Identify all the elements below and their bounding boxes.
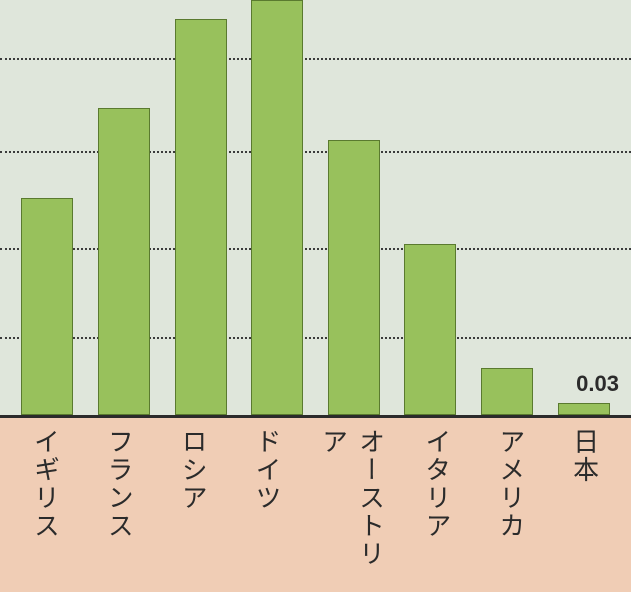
category-label: ドイツ xyxy=(249,428,286,592)
plot-area: 0.03 xyxy=(0,0,631,415)
bar-slot xyxy=(20,0,75,415)
category-label: ロシア xyxy=(175,428,212,592)
label-slot: フランス xyxy=(94,428,146,592)
bar xyxy=(481,368,533,415)
category-label: 日本 xyxy=(567,428,604,592)
label-slot: アメリカ xyxy=(485,428,537,592)
bar xyxy=(21,198,73,415)
label-slot: 日本 xyxy=(559,428,611,592)
bar xyxy=(558,403,610,415)
label-slot: ドイツ xyxy=(242,428,294,592)
category-label: イギリス xyxy=(27,428,64,592)
axis-baseline xyxy=(0,415,631,418)
chart-container: 0.03 イギリスフランスロシアドイツオーストリアイタリアアメリカ日本 xyxy=(0,0,631,592)
label-slot: イギリス xyxy=(20,428,72,592)
bar-slot xyxy=(250,0,305,415)
label-slot: ロシア xyxy=(168,428,220,592)
bar xyxy=(98,108,150,415)
bar-slot xyxy=(480,0,535,415)
category-label: アメリカ xyxy=(493,428,530,592)
bar-slot xyxy=(327,0,382,415)
bar-slot xyxy=(173,0,228,415)
bar-value-label: 0.03 xyxy=(576,371,619,397)
category-label: オーストリア xyxy=(315,428,389,592)
category-labels-area: イギリスフランスロシアドイツオーストリアイタリアアメリカ日本 xyxy=(0,428,631,592)
bar xyxy=(404,244,456,415)
category-label: イタリア xyxy=(419,428,456,592)
label-slot: オーストリア xyxy=(315,428,389,592)
label-slot: イタリア xyxy=(411,428,463,592)
bar xyxy=(251,0,303,415)
category-label: フランス xyxy=(101,428,138,592)
bar xyxy=(175,19,227,415)
bar-slot: 0.03 xyxy=(556,0,611,415)
bars-area: 0.03 xyxy=(0,0,631,415)
bar-slot xyxy=(403,0,458,415)
bar xyxy=(328,140,380,415)
bar-slot xyxy=(97,0,152,415)
